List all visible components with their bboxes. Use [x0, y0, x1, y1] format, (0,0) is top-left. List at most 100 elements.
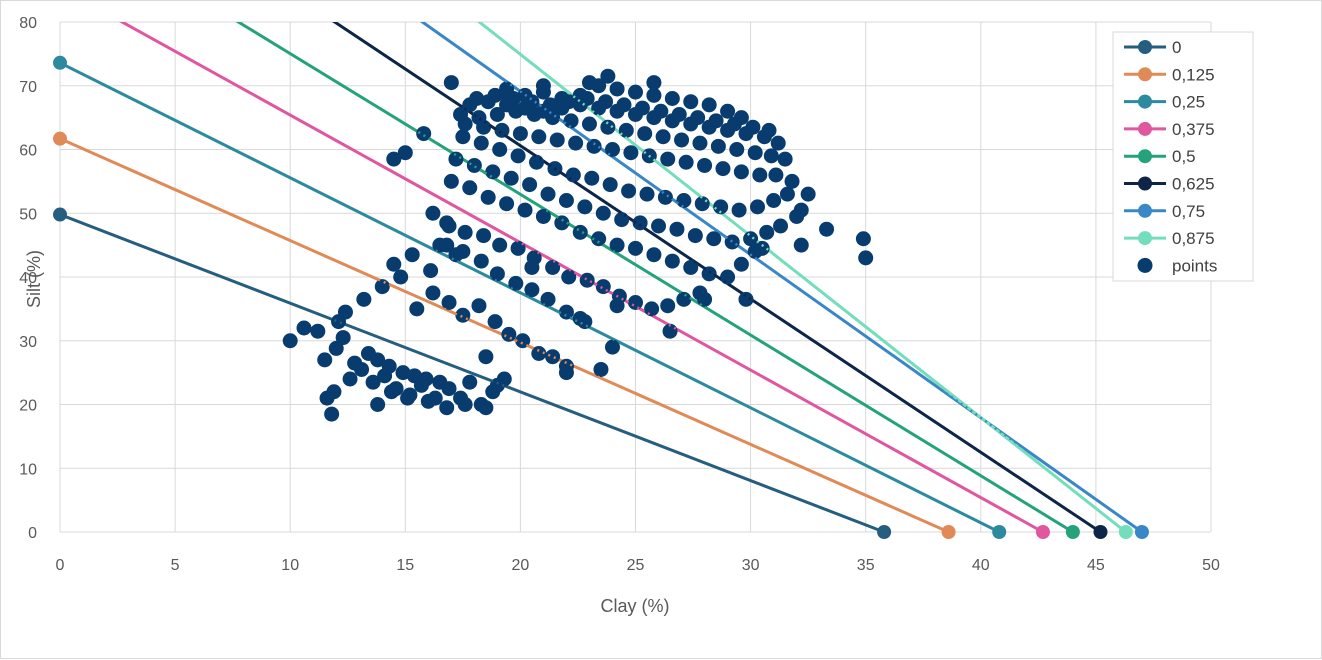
- legend-label: 0,25: [1172, 93, 1205, 112]
- data-point: [687, 228, 703, 244]
- data-point: [356, 291, 372, 307]
- data-point: [604, 339, 620, 355]
- series-marker: [53, 131, 67, 146]
- data-point: [522, 177, 538, 193]
- legend-marker: [1137, 257, 1153, 273]
- series-marker: [1134, 525, 1149, 539]
- series-marker: [992, 525, 1007, 539]
- data-point: [365, 374, 381, 390]
- data-point: [669, 221, 685, 237]
- data-point: [510, 148, 526, 164]
- data-point: [393, 269, 409, 285]
- data-point: [598, 94, 614, 110]
- data-point: [616, 97, 632, 113]
- data-point: [581, 75, 597, 91]
- data-point: [317, 352, 333, 368]
- x-tick-label: 40: [972, 557, 990, 574]
- y-tick-label: 30: [19, 334, 37, 351]
- data-point: [561, 269, 577, 285]
- data-point: [471, 298, 487, 314]
- data-point: [692, 135, 708, 151]
- data-point: [618, 122, 634, 138]
- data-point: [595, 279, 611, 295]
- x-tick-label: 50: [1202, 557, 1220, 574]
- data-point: [535, 208, 551, 224]
- data-point: [441, 295, 457, 310]
- legend-label: 0,5: [1172, 147, 1196, 166]
- data-point: [558, 304, 574, 320]
- data-point: [623, 145, 639, 161]
- data-point: [554, 215, 570, 231]
- legend-label: 0,875: [1172, 229, 1215, 248]
- data-point: [733, 256, 749, 272]
- data-point: [690, 110, 706, 126]
- data-point: [455, 129, 471, 145]
- data-point: [595, 205, 611, 221]
- data-point: [473, 253, 489, 269]
- data-point: [328, 340, 344, 356]
- data-point: [766, 193, 782, 208]
- data-point: [694, 196, 710, 212]
- data-point: [720, 269, 736, 285]
- data-point: [676, 193, 692, 208]
- data-point: [577, 314, 593, 330]
- series-marker: [1093, 525, 1108, 539]
- y-tick-label: 60: [19, 143, 37, 160]
- series-endpoints: [53, 22, 1149, 539]
- data-point: [335, 330, 351, 346]
- data-point: [342, 371, 358, 387]
- data-point: [337, 304, 353, 320]
- data-point: [678, 154, 694, 170]
- series-marker: [1065, 525, 1080, 539]
- data-point: [800, 186, 816, 202]
- data-point: [476, 228, 492, 244]
- legend-item: 0,625: [1124, 175, 1215, 194]
- data-point: [600, 119, 616, 135]
- data-point: [545, 259, 561, 275]
- data-point: [404, 247, 420, 263]
- data-point: [453, 106, 469, 122]
- legend-label: 0,125: [1172, 65, 1215, 84]
- data-point: [628, 240, 643, 256]
- series-marker: [941, 525, 956, 539]
- data-point: [609, 298, 625, 314]
- data-point: [660, 298, 676, 314]
- data-point: [535, 78, 551, 94]
- data-point: [738, 291, 754, 307]
- y-tick-label: 20: [19, 398, 37, 415]
- data-point: [651, 218, 667, 234]
- data-point: [701, 97, 717, 113]
- data-point: [554, 91, 570, 106]
- data-point: [501, 326, 517, 342]
- data-point: [604, 142, 620, 157]
- data-point: [676, 291, 692, 307]
- data-point: [425, 205, 441, 221]
- data-point: [499, 196, 515, 212]
- data-point: [793, 202, 809, 218]
- data-point: [793, 237, 809, 253]
- data-point: [492, 237, 508, 253]
- legend-item: 0,75: [1124, 202, 1205, 221]
- data-point: [324, 406, 340, 422]
- data-point: [462, 374, 478, 390]
- data-point: [584, 170, 600, 186]
- data-point: [386, 151, 402, 167]
- data-point: [489, 266, 505, 282]
- data-point: [586, 138, 602, 154]
- y-axis-title: Silt (%): [24, 250, 44, 308]
- legend-item: 0,5: [1124, 147, 1196, 166]
- data-point: [545, 349, 561, 365]
- data-point: [855, 231, 871, 247]
- series-marker: [53, 207, 67, 222]
- data-point: [540, 291, 556, 307]
- data-point: [577, 199, 593, 215]
- data-point: [423, 263, 439, 279]
- legend-item: 0,875: [1124, 229, 1215, 248]
- data-point: [524, 282, 540, 298]
- data-point: [731, 202, 747, 218]
- legend-label: 0,375: [1172, 120, 1215, 139]
- data-points: [282, 68, 874, 422]
- y-tick-label: 80: [19, 15, 37, 32]
- data-point: [858, 250, 874, 266]
